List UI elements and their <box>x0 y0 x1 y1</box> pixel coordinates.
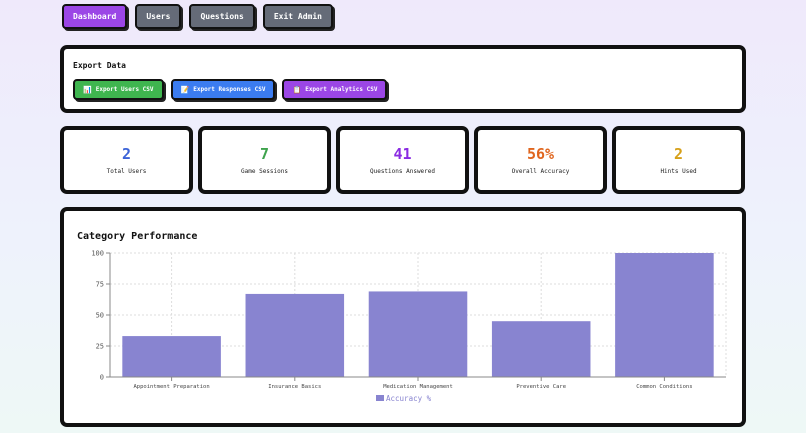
stat-label: Hints Used <box>660 168 697 175</box>
stat-value: 7 <box>259 145 270 163</box>
export-users-csv-label: Export Users CSV <box>95 86 154 93</box>
category-performance-bar-chart: 0 25 50 75 100 Appointment Preparation Insuran… <box>91 250 727 403</box>
stat-hints-used: 2 Hints Used <box>612 126 745 194</box>
x-tick-label: Common Conditions <box>636 384 692 390</box>
y-tick-label: 75 <box>96 281 104 289</box>
memo-icon: 📝 <box>180 85 190 94</box>
legend-swatch <box>376 395 384 401</box>
nav-users-button[interactable]: Users <box>135 4 182 29</box>
x-tick-label: Insurance Basics <box>268 384 321 390</box>
stat-value: 41 <box>393 145 412 163</box>
stat-questions-answered: 41 Questions Answered <box>336 126 469 194</box>
stat-total-users: 2 Total Users <box>60 126 193 194</box>
stat-label: Game Sessions <box>241 168 288 175</box>
y-tick-label: 50 <box>96 312 104 320</box>
chart-bar[interactable] <box>491 321 591 377</box>
y-tick-label: 0 <box>100 374 104 382</box>
bar-chart-icon: 📊 <box>83 85 92 94</box>
chart-bar[interactable] <box>245 293 345 377</box>
category-performance-card: Category Performance 0 25 50 75 100 Appointme… <box>60 207 746 427</box>
stat-label: Questions Answered <box>369 168 436 175</box>
y-tick-label: 25 <box>96 343 104 351</box>
export-analytics-csv-label: Export Analytics CSV <box>305 86 378 93</box>
y-tick-label: 100 <box>91 250 104 258</box>
export-data-title: Export Data <box>73 61 126 70</box>
clipboard-icon: 📋 <box>292 85 302 94</box>
stat-label: Overall Accuracy <box>511 168 570 175</box>
stat-overall-accuracy: 56% Overall Accuracy <box>474 126 607 194</box>
stat-value: 2 <box>121 145 132 163</box>
x-tick-label: Appointment Preparation <box>134 384 210 390</box>
chart-bar[interactable] <box>615 253 714 377</box>
nav-questions-button[interactable]: Questions <box>189 4 255 29</box>
export-data-card: Export Data 📊 Export Users CSV 📝 Export … <box>60 45 746 113</box>
export-users-csv-button[interactable]: 📊 Export Users CSV <box>73 79 164 100</box>
stat-value: 2 <box>673 145 684 163</box>
export-analytics-csv-button[interactable]: 📋 Export Analytics CSV <box>282 79 388 100</box>
chart-bar[interactable] <box>122 336 221 377</box>
x-tick-label: Preventive Care <box>516 384 566 390</box>
export-responses-csv-button[interactable]: 📝 Export Responses CSV <box>170 79 276 100</box>
stat-label: Total Users <box>106 168 147 175</box>
stats-row: 2 Total Users 7 Game Sessions 41 Questio… <box>60 126 746 194</box>
chart-bar[interactable] <box>368 291 468 377</box>
nav-dashboard-button[interactable]: Dashboard <box>62 4 128 29</box>
chart-title: Category Performance <box>77 231 198 242</box>
stat-value: 56% <box>526 145 555 163</box>
exit-admin-button[interactable]: Exit Admin <box>262 4 333 29</box>
admin-nav: Dashboard Users Questions Exit Admin <box>62 4 333 29</box>
legend-label[interactable]: Accuracy % <box>386 394 432 403</box>
export-responses-csv-label: Export Responses CSV <box>193 86 266 93</box>
x-tick-label: Medication Management <box>383 384 453 390</box>
stat-game-sessions: 7 Game Sessions <box>198 126 331 194</box>
